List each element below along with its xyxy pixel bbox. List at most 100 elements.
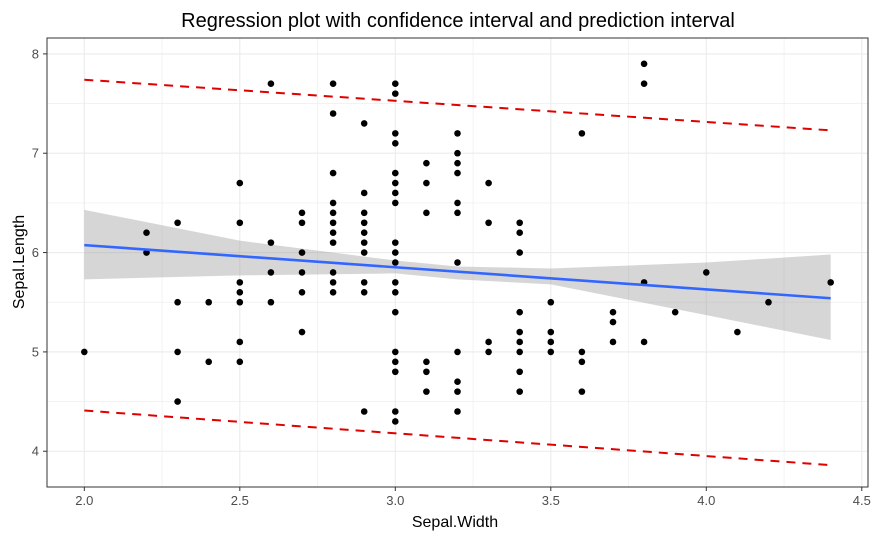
data-point (516, 249, 523, 256)
y-axis-title: Sepal.Length (11, 215, 28, 309)
data-point (578, 358, 586, 366)
data-point (174, 398, 181, 405)
data-point (329, 229, 337, 236)
data-point (392, 239, 399, 246)
data-point (454, 149, 461, 157)
data-point (516, 308, 523, 316)
x-tick-label: 4.0 (697, 493, 715, 508)
data-point (236, 179, 244, 187)
data-point (392, 418, 399, 425)
data-point (329, 169, 337, 177)
data-point (454, 378, 461, 386)
data-point (516, 338, 523, 346)
data-point (392, 199, 399, 207)
data-point (547, 348, 555, 356)
data-point (298, 209, 306, 217)
data-point (392, 358, 399, 366)
data-point (423, 368, 430, 376)
data-point (329, 80, 337, 87)
x-tick-label: 2.0 (75, 493, 93, 508)
data-point (392, 249, 399, 256)
data-point (360, 408, 368, 415)
data-point (547, 328, 555, 336)
y-tick-label: 8 (32, 46, 39, 61)
data-point (267, 269, 275, 276)
data-point (360, 249, 368, 256)
data-point (360, 120, 368, 127)
data-point (360, 229, 368, 236)
data-point (81, 348, 88, 356)
x-tick-label: 2.5 (231, 493, 249, 508)
data-point (360, 219, 368, 227)
data-point (547, 298, 555, 306)
data-point (454, 159, 461, 167)
data-point (454, 388, 461, 395)
data-point (423, 179, 430, 187)
data-point (236, 338, 244, 346)
data-point (671, 308, 679, 316)
data-point (423, 209, 430, 217)
x-tick-label: 3.0 (386, 493, 404, 508)
data-point (516, 229, 523, 236)
data-point (329, 239, 337, 246)
data-point (267, 239, 275, 246)
data-point (454, 209, 461, 217)
data-point (392, 259, 399, 266)
data-point (392, 80, 399, 87)
prediction-lower-line (84, 409, 831, 467)
data-point (516, 368, 523, 376)
data-point (640, 60, 648, 68)
data-point (640, 338, 648, 346)
data-point (454, 199, 461, 207)
y-tick-label: 4 (32, 444, 39, 459)
data-point (329, 199, 337, 207)
data-point (827, 279, 834, 286)
data-point (298, 269, 306, 276)
data-point (392, 90, 399, 97)
grid-minor (47, 38, 868, 487)
data-point (329, 269, 337, 276)
chart-title: Regression plot with confidence interval… (181, 10, 735, 32)
data-point (454, 130, 461, 137)
data-point (702, 269, 710, 276)
data-point (392, 279, 399, 286)
data-point (236, 358, 244, 366)
data-point (640, 80, 648, 87)
y-tick-label: 6 (32, 245, 39, 260)
x-tick-label: 4.5 (853, 493, 871, 508)
data-point (485, 179, 492, 187)
data-point (392, 179, 399, 187)
data-point (236, 219, 244, 227)
data-point (547, 338, 555, 346)
data-point (454, 348, 461, 356)
data-point (485, 219, 492, 227)
data-point (423, 388, 430, 395)
data-point (609, 338, 617, 346)
data-point (392, 308, 399, 316)
data-point (329, 289, 337, 296)
prediction-upper-line (84, 78, 831, 132)
data-point (360, 209, 368, 217)
data-point (454, 408, 461, 415)
data-point (392, 368, 399, 376)
data-point (609, 318, 617, 326)
data-point (392, 289, 399, 296)
data-point (423, 358, 430, 366)
data-point (578, 388, 586, 395)
data-point (205, 358, 213, 366)
data-point (516, 219, 523, 227)
data-point (392, 189, 399, 197)
regression-line (84, 243, 831, 300)
data-point (423, 159, 430, 167)
data-point (298, 328, 306, 336)
data-point (267, 298, 275, 306)
data-point (516, 388, 523, 395)
data-point (765, 298, 772, 306)
data-point (143, 229, 150, 236)
data-point (236, 289, 244, 296)
data-point (298, 289, 306, 296)
data-point (360, 189, 368, 197)
data-point (236, 298, 244, 306)
data-point (392, 130, 399, 137)
